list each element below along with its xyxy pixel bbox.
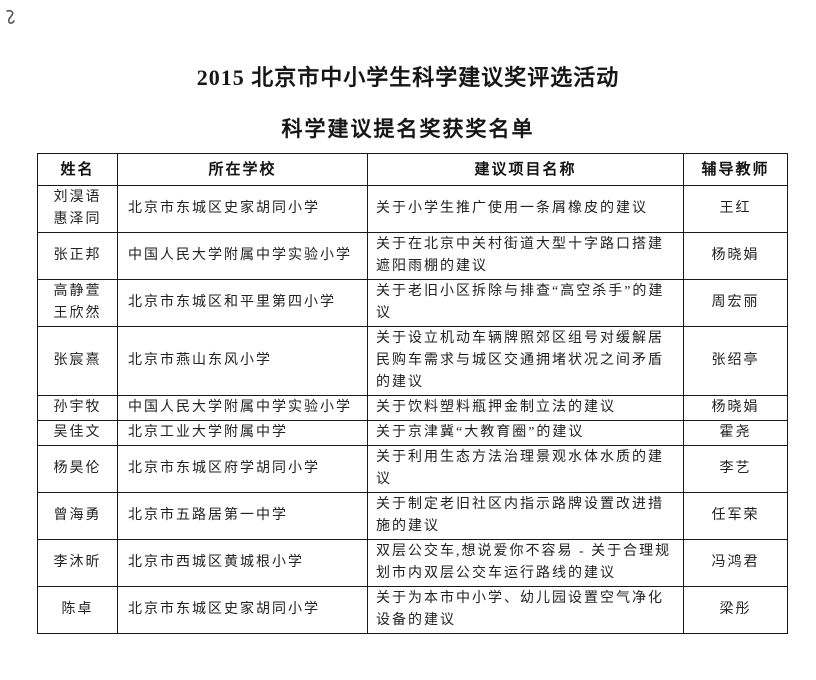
table-header-row: 姓名 所在学校 建议项目名称 辅导教师 bbox=[37, 153, 788, 186]
cell-name: 曾海勇 bbox=[37, 492, 118, 540]
header-name: 姓名 bbox=[37, 153, 118, 186]
table-row: 孙宇牧 中国人民大学附属中学实验小学 关于饮料塑料瓶押金制立法的建议 杨晓娟 bbox=[37, 395, 788, 421]
awards-table: 姓名 所在学校 建议项目名称 辅导教师 刘淏语 惠泽同 北京市东城区史家胡同小学关… bbox=[37, 153, 788, 634]
cell-name: 张宸熹 bbox=[37, 326, 118, 396]
cell-project: 双层公交车,想说爱你不容易 - 关于合理规划市内双层公交车运行路线的建议 bbox=[367, 539, 684, 587]
cell-teacher: 李艺 bbox=[683, 445, 788, 493]
table-row: 张宸熹 北京市燕山东风小学 关于设立机动车辆牌照郊区组号对缓解居民购车需求与城区交通… bbox=[37, 326, 788, 396]
cell-name: 张正邦 bbox=[37, 232, 118, 280]
cell-name: 吴佳文 bbox=[37, 420, 118, 446]
awards-table-body: 刘淏语 惠泽同 北京市东城区史家胡同小学 关于小学生推广使用一条屑橡皮的建议 王红 张正… bbox=[37, 185, 788, 634]
cell-name: 孙宇牧 bbox=[37, 395, 118, 421]
table-row: 曾海勇 北京市五路居第一中学 关于制定老旧社区内指示路牌设置改进措施的建议 任军荣 bbox=[37, 492, 788, 540]
cell-teacher: 周宏丽 bbox=[683, 279, 788, 327]
cell-project: 关于饮料塑料瓶押金制立法的建议 bbox=[367, 395, 684, 421]
header-project: 建议项目名称 bbox=[367, 153, 684, 186]
cell-project: 关于老旧小区拆除与排查“高空杀手”的建议 bbox=[367, 279, 684, 327]
cell-teacher: 任军荣 bbox=[683, 492, 788, 540]
header-school: 所在学校 bbox=[117, 153, 368, 186]
cell-teacher: 梁彤 bbox=[683, 586, 788, 634]
cell-school: 北京工业大学附属中学 bbox=[117, 420, 368, 446]
table-row: 高静萱 王欣然 北京市东城区和平里第四小学 关于老旧小区拆除与排查“高空杀手”的建议… bbox=[37, 279, 788, 327]
table-row: 陈卓 北京市东城区史家胡同小学 关于为本市中小学、幼儿园设置空气净化设备的建议 梁彤 bbox=[37, 586, 788, 634]
cell-school: 中国人民大学附属中学实验小学 bbox=[117, 232, 368, 280]
cell-teacher: 杨晓娟 bbox=[683, 395, 788, 421]
table-row: 刘淏语 惠泽同 北京市东城区史家胡同小学 关于小学生推广使用一条屑橡皮的建议 王红 bbox=[37, 185, 788, 233]
cell-project: 关于为本市中小学、幼儿园设置空气净化设备的建议 bbox=[367, 586, 684, 634]
cell-teacher: 霍尧 bbox=[683, 420, 788, 446]
cell-name: 杨昊伦 bbox=[37, 445, 118, 493]
cell-school: 北京市燕山东风小学 bbox=[117, 326, 368, 396]
cell-project: 关于小学生推广使用一条屑橡皮的建议 bbox=[367, 185, 684, 233]
cell-school: 北京市东城区和平里第四小学 bbox=[117, 279, 368, 327]
cell-teacher: 冯鸿君 bbox=[683, 539, 788, 587]
cell-project: 关于利用生态方法治理景观水体水质的建议 bbox=[367, 445, 684, 493]
cell-name: 陈卓 bbox=[37, 586, 118, 634]
cell-project: 关于在北京中关村街道大型十字路口搭建遮阳雨棚的建议 bbox=[367, 232, 684, 280]
table-row: 张正邦 中国人民大学附属中学实验小学 关于在北京中关村街道大型十字路口搭建遮阳雨棚的… bbox=[37, 232, 788, 280]
cell-school: 北京市西城区黄城根小学 bbox=[117, 539, 368, 587]
header-teacher: 辅导教师 bbox=[683, 153, 788, 186]
cell-name: 刘淏语 惠泽同 bbox=[37, 185, 118, 233]
cell-project: 关于制定老旧社区内指示路牌设置改进措施的建议 bbox=[367, 492, 684, 540]
cell-school: 中国人民大学附属中学实验小学 bbox=[117, 395, 368, 421]
cell-name: 李沐昕 bbox=[37, 539, 118, 587]
table-row: 杨昊伦 北京市东城区府学胡同小学 关于利用生态方法治理景观水体水质的建议 李艺 bbox=[37, 445, 788, 493]
scan-artifact-mark bbox=[6, 9, 15, 24]
cell-teacher: 张绍亭 bbox=[683, 326, 788, 396]
document-subtitle: 科学建议提名奖获奖名单 bbox=[281, 117, 535, 141]
cell-teacher: 杨晓娟 bbox=[683, 232, 788, 280]
cell-school: 北京市五路居第一中学 bbox=[117, 492, 368, 540]
cell-project: 关于设立机动车辆牌照郊区组号对缓解居民购车需求与城区交通拥堵状况之间矛盾的建议 bbox=[367, 326, 684, 396]
cell-school: 北京市东城区史家胡同小学 bbox=[117, 586, 368, 634]
cell-school: 北京市东城区史家胡同小学 bbox=[117, 185, 368, 233]
table-row: 吴佳文 北京工业大学附属中学 关于京津冀“大教育圈”的建议 霍尧 bbox=[37, 420, 788, 446]
cell-teacher: 王红 bbox=[683, 185, 788, 233]
cell-name: 高静萱 王欣然 bbox=[37, 279, 118, 327]
table-row: 李沐昕 北京市西城区黄城根小学 双层公交车,想说爱你不容易 - 关于合理规划市内双层… bbox=[37, 539, 788, 587]
document-title: 2015 北京市中小学生科学建议奖评选活动 bbox=[196, 65, 620, 90]
cell-project: 关于京津冀“大教育圈”的建议 bbox=[367, 420, 684, 446]
cell-school: 北京市东城区府学胡同小学 bbox=[117, 445, 368, 493]
